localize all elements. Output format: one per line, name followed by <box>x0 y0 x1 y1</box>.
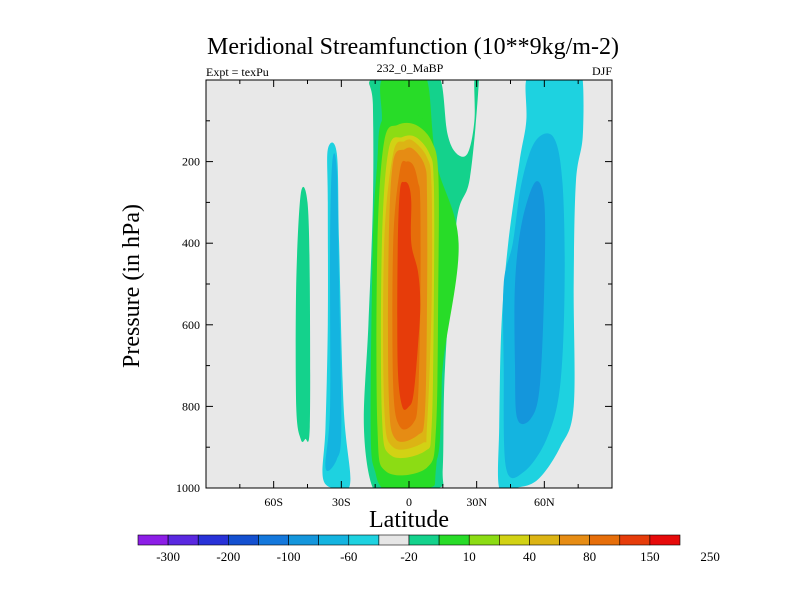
colorbar-swatch <box>438 534 470 546</box>
colorbar-label: 10 <box>463 549 476 564</box>
colorbar: -300 -200 -100 -60 -20 10 40 80 150 250 <box>137 534 720 564</box>
y-tick-label: 1000 <box>176 481 200 495</box>
colorbar-swatch <box>649 534 681 546</box>
y-tick-label: 600 <box>182 318 200 332</box>
colorbar-label: 80 <box>583 549 596 564</box>
colorbar-swatch <box>529 534 560 546</box>
contour-band-6 <box>514 181 546 425</box>
x-tick-label: 60S <box>264 495 283 509</box>
colorbar-label: 250 <box>700 549 720 564</box>
colorbar-swatch <box>559 534 590 546</box>
colorbar-swatch <box>619 534 651 546</box>
colorbar-swatch <box>167 534 199 546</box>
colorbar-label: -60 <box>340 549 357 564</box>
contour-layer <box>295 80 584 488</box>
colorbar-label: -200 <box>216 549 240 564</box>
colorbar-swatch <box>408 534 440 546</box>
x-tick-label: 30N <box>466 495 487 509</box>
y-tick-label: 400 <box>182 236 200 250</box>
colorbar-swatch <box>589 534 621 546</box>
y-axis-ticks: 200 400 600 800 1000 <box>176 120 612 495</box>
colorbar-label: 40 <box>523 549 536 564</box>
colorbar-swatch <box>318 534 350 546</box>
colorbar-swatch <box>499 534 530 546</box>
colorbar-label: -100 <box>277 549 301 564</box>
colorbar-label: 150 <box>640 549 660 564</box>
x-tick-label: 60N <box>534 495 555 509</box>
x-axis-ticks: 60S 30S 0 30N 60N <box>239 80 579 509</box>
colorbar-label: -20 <box>400 549 417 564</box>
season-label: DJF <box>592 64 612 78</box>
colorbar-swatch <box>137 534 169 546</box>
colorbar-swatch <box>258 534 289 546</box>
contour-band-1 <box>295 186 311 442</box>
colorbar-swatch <box>197 534 229 546</box>
x-axis-label: Latitude <box>369 507 449 533</box>
chart-title: Meridional Streamfunction (10**9kg/m-2) <box>207 34 619 60</box>
x-tick-label: 0 <box>406 495 412 509</box>
x-tick-label: 30S <box>332 495 351 509</box>
experiment-label: Expt = texPu <box>206 65 269 79</box>
time-label: 232_0_MaBP <box>377 61 444 75</box>
contour-band-5 <box>325 153 342 472</box>
colorbar-swatch <box>348 534 380 546</box>
y-tick-label: 200 <box>182 155 200 169</box>
y-axis-label: Pressure (in hPa) <box>119 204 145 368</box>
colorbar-swatch <box>228 534 259 546</box>
colorbar-swatch <box>468 534 500 546</box>
colorbar-swatch <box>378 534 410 546</box>
colorbar-label: -300 <box>156 549 180 564</box>
y-tick-label: 800 <box>182 399 200 413</box>
colorbar-swatch <box>288 534 319 546</box>
contour-band-14 <box>397 181 421 410</box>
